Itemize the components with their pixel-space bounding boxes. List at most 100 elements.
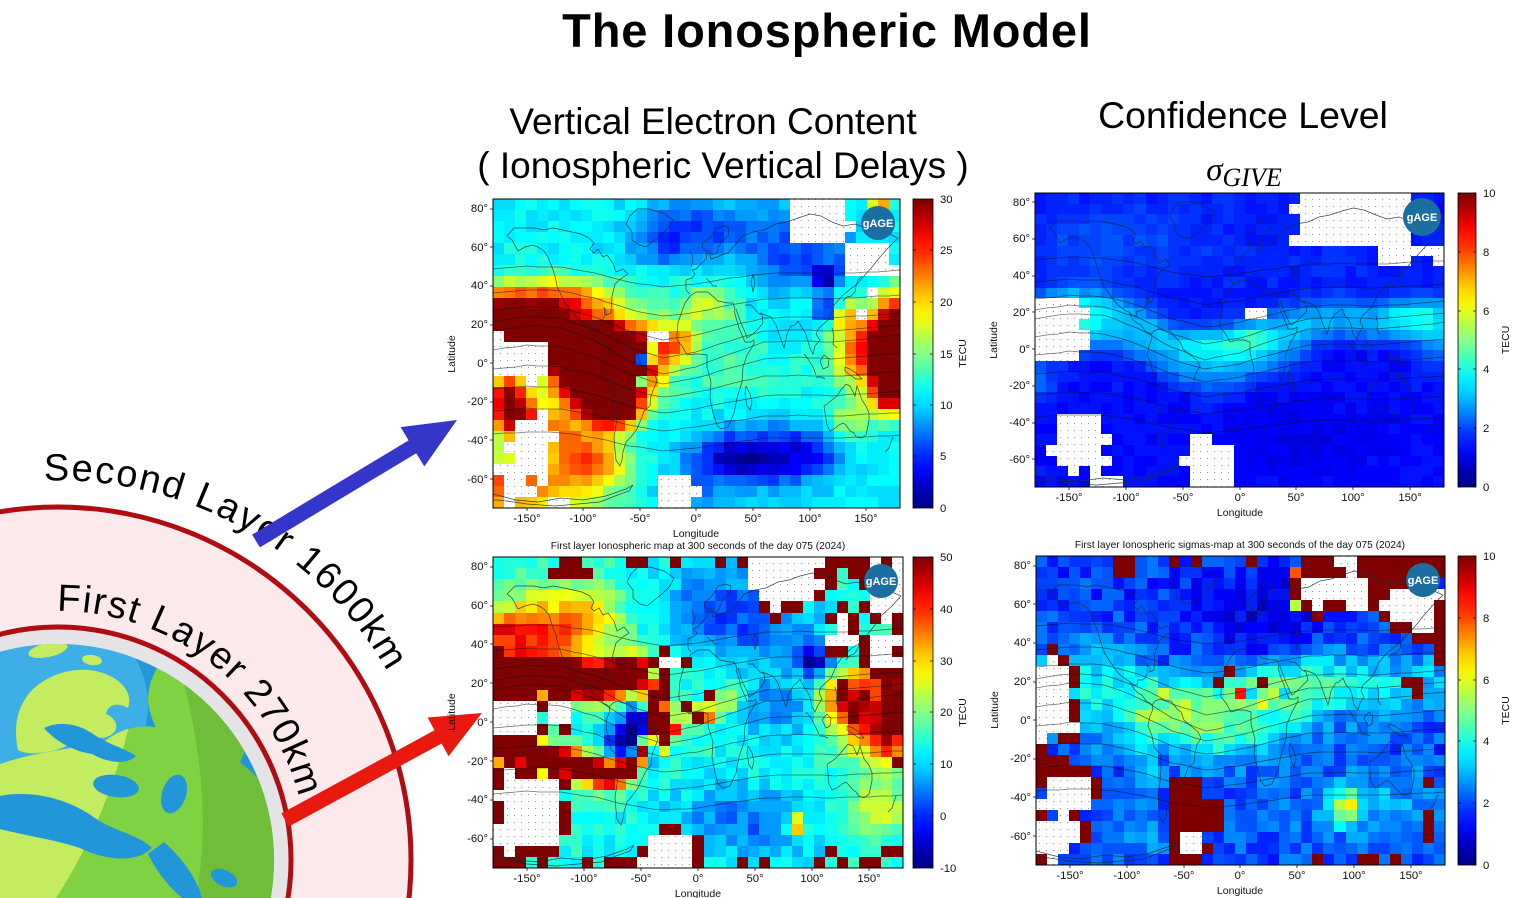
svg-text:0: 0 [940, 503, 946, 515]
svg-text:-150°: -150° [1055, 492, 1082, 504]
svg-text:40°: 40° [1014, 637, 1031, 649]
svg-text:Latitude: Latitude [989, 691, 1001, 729]
svg-text:0°: 0° [691, 513, 702, 525]
svg-text:-40°: -40° [467, 435, 488, 447]
svg-text:Latitude: Latitude [446, 335, 458, 373]
svg-text:-150°: -150° [1056, 870, 1083, 882]
svg-text:100°: 100° [1341, 492, 1364, 504]
svg-text:gAGE: gAGE [1407, 212, 1438, 224]
svg-text:0°: 0° [477, 358, 488, 370]
svg-text:-10: -10 [940, 863, 956, 875]
svg-text:10: 10 [1483, 551, 1496, 563]
svg-text:-60°: -60° [1010, 831, 1031, 843]
svg-text:-100°: -100° [1112, 492, 1139, 504]
svg-text:( Ionospheric Vertical Delays: ( Ionospheric Vertical Delays ) [477, 145, 968, 186]
svg-text:80°: 80° [471, 203, 488, 215]
svg-text:Longitude: Longitude [1217, 507, 1263, 519]
svg-text:6: 6 [1483, 675, 1489, 687]
svg-text:gAGE: gAGE [1408, 575, 1439, 587]
svg-text:0: 0 [940, 811, 946, 823]
svg-text:4: 4 [1483, 736, 1489, 748]
svg-text:Vertical Electron Content: Vertical Electron Content [509, 101, 917, 142]
svg-text:50: 50 [940, 552, 953, 564]
svg-text:TECU: TECU [1500, 326, 1512, 355]
svg-text:50°: 50° [1288, 870, 1305, 882]
svg-text:20: 20 [940, 707, 953, 719]
svg-text:The Ionospheric Model: The Ionospheric Model [562, 4, 1092, 57]
svg-text:60°: 60° [471, 242, 488, 254]
svg-text:-150°: -150° [513, 513, 540, 525]
svg-text:60°: 60° [471, 600, 488, 612]
svg-text:15: 15 [940, 349, 953, 361]
svg-text:0°: 0° [1235, 492, 1246, 504]
svg-text:50°: 50° [744, 513, 761, 525]
svg-text:TECU: TECU [957, 698, 969, 727]
svg-text:100°: 100° [1342, 870, 1365, 882]
svg-text:20°: 20° [471, 319, 488, 331]
svg-text:-40°: -40° [1010, 792, 1031, 804]
svg-text:80°: 80° [1014, 560, 1031, 572]
svg-text:First layer Ionospheric map at: First layer Ionospheric map at 300 secon… [551, 541, 845, 552]
svg-text:2: 2 [1483, 423, 1489, 435]
svg-text:First layer Ionospheric sigmas: First layer Ionospheric sigmas-map at 30… [1075, 540, 1405, 551]
svg-text:25: 25 [940, 245, 953, 257]
svg-text:-20°: -20° [467, 756, 488, 768]
svg-text:10: 10 [940, 400, 953, 412]
svg-text:6: 6 [1483, 306, 1489, 318]
svg-text:8: 8 [1483, 247, 1489, 259]
svg-text:Latitude: Latitude [988, 321, 1000, 359]
svg-text:-150°: -150° [513, 873, 540, 885]
svg-text:60°: 60° [1013, 233, 1030, 245]
svg-text:0°: 0° [693, 873, 704, 885]
svg-text:-40°: -40° [1009, 417, 1030, 429]
svg-text:5: 5 [940, 451, 946, 463]
svg-text:-50°: -50° [631, 873, 652, 885]
svg-text:40: 40 [940, 604, 953, 616]
svg-text:Longitude: Longitude [673, 528, 719, 540]
svg-text:50°: 50° [1287, 492, 1304, 504]
svg-text:Longitude: Longitude [675, 888, 721, 898]
svg-text:150°: 150° [854, 513, 877, 525]
svg-text:-20°: -20° [467, 396, 488, 408]
svg-text:20°: 20° [1013, 307, 1030, 319]
svg-text:TECU: TECU [1500, 696, 1512, 725]
svg-text:10: 10 [940, 759, 953, 771]
svg-text:-20°: -20° [1010, 753, 1031, 765]
svg-text:20: 20 [940, 297, 953, 309]
svg-text:-60°: -60° [1009, 454, 1030, 466]
svg-text:Latitude: Latitude [446, 693, 458, 731]
svg-text:-100°: -100° [570, 873, 597, 885]
svg-text:0°: 0° [1019, 344, 1030, 356]
svg-text:-50°: -50° [1174, 870, 1195, 882]
svg-text:0: 0 [1483, 860, 1489, 872]
svg-text:0°: 0° [1020, 715, 1031, 727]
svg-text:150°: 150° [857, 873, 880, 885]
svg-text:30: 30 [940, 194, 953, 206]
svg-text:-50°: -50° [1173, 492, 1194, 504]
svg-text:Confidence Level: Confidence Level [1098, 94, 1388, 136]
svg-text:-60°: -60° [467, 833, 488, 845]
svg-text:-60°: -60° [467, 474, 488, 486]
svg-text:150°: 150° [1398, 492, 1421, 504]
svg-text:2: 2 [1483, 798, 1489, 810]
svg-text:-20°: -20° [1009, 380, 1030, 392]
svg-text:0°: 0° [1235, 870, 1246, 882]
svg-text:80°: 80° [1013, 197, 1030, 209]
svg-text:-100°: -100° [1113, 870, 1140, 882]
svg-text:-40°: -40° [467, 794, 488, 806]
svg-text:40°: 40° [471, 280, 488, 292]
svg-text:0°: 0° [477, 717, 488, 729]
svg-text:0: 0 [1483, 482, 1489, 494]
svg-text:Longitude: Longitude [1217, 885, 1263, 897]
svg-text:4: 4 [1483, 364, 1489, 376]
svg-text:40°: 40° [471, 639, 488, 651]
svg-text:60°: 60° [1014, 599, 1031, 611]
svg-text:100°: 100° [800, 873, 823, 885]
svg-text:30: 30 [940, 656, 953, 668]
svg-text:gAGE: gAGE [866, 576, 897, 588]
svg-text:8: 8 [1483, 613, 1489, 625]
svg-text:80°: 80° [471, 561, 488, 573]
svg-text:TECU: TECU [957, 339, 969, 368]
svg-text:100°: 100° [798, 513, 821, 525]
svg-text:-50°: -50° [630, 513, 651, 525]
